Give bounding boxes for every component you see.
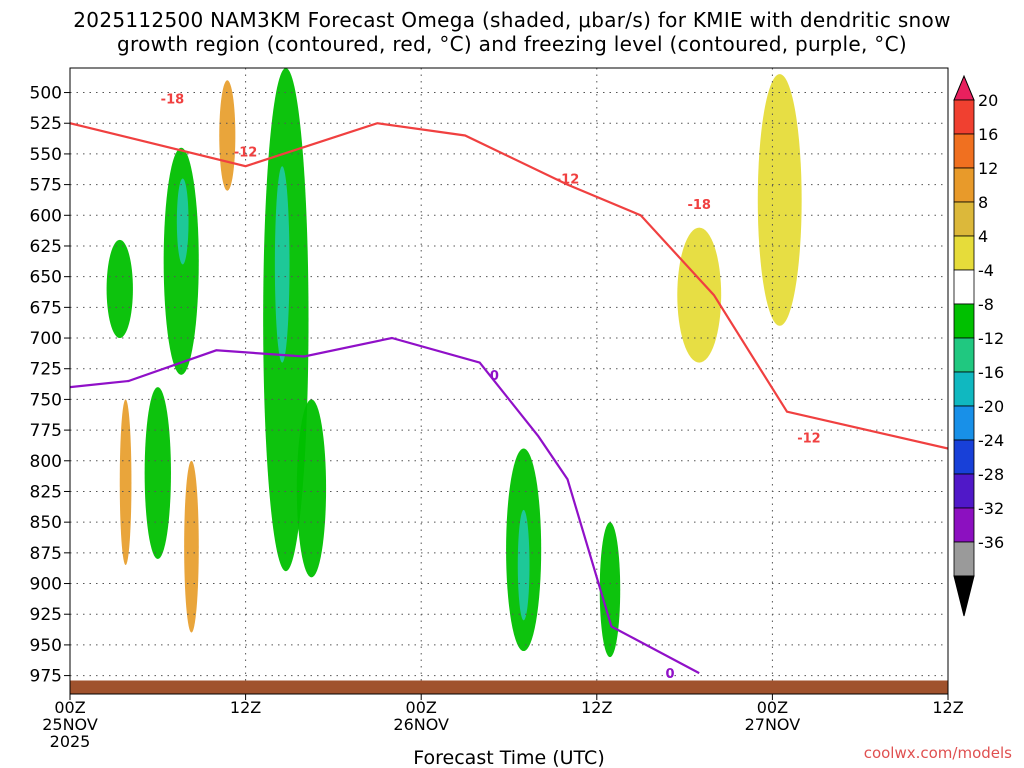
colorbar-swatch-13: [953, 507, 975, 543]
y-tick-label-650: 650: [30, 268, 62, 288]
y-tick-label-725: 725: [30, 360, 62, 380]
isotherm-label-red-1: -12: [234, 145, 258, 160]
y-tick-label-500: 500: [30, 84, 62, 104]
isotherm-label-purple-1: 0: [665, 667, 674, 682]
isotherm-label-red-2: -12: [556, 172, 580, 187]
chart-title-line1: 2025112500 NAM3KM Forecast Omega (shaded…: [73, 8, 951, 32]
colorbar-swatch-8: [953, 337, 975, 373]
omega-region-9: [599, 522, 621, 658]
y-tick-label-850: 850: [30, 513, 62, 533]
y-tick-label-550: 550: [30, 145, 62, 165]
isotherm-label-red-4: -12: [797, 431, 821, 446]
colorbar-label-11: -28: [978, 465, 1004, 484]
colorbar-label-12: -32: [978, 499, 1004, 518]
x-tick-label-48-1: 27NOV: [745, 715, 801, 734]
y-tick-label-975: 975: [30, 667, 62, 687]
colorbar-swatch-6: [953, 269, 975, 305]
colorbar-bottom-arrow: [953, 575, 975, 617]
omega-region-13: [757, 74, 802, 326]
omega-region-6: [296, 399, 327, 578]
y-tick-label-825: 825: [30, 482, 62, 502]
y-tick-label-750: 750: [30, 390, 62, 410]
terrain-surface: [70, 680, 948, 694]
omega-region-10: [219, 80, 236, 191]
colorbar-swatch-9: [953, 371, 975, 407]
y-tick-label-925: 925: [30, 605, 62, 625]
colorbar-label-10: -24: [978, 431, 1004, 450]
colorbar-swatch-11: [953, 439, 975, 475]
colorbar-swatch-1: [953, 99, 975, 135]
y-tick-label-775: 775: [30, 421, 62, 441]
colorbar-label-3: 8: [978, 193, 988, 212]
y-tick-label-700: 700: [30, 329, 62, 349]
omega-region-4: [106, 239, 133, 339]
y-tick-label-525: 525: [30, 114, 62, 134]
colorbar-swatch-3: [953, 167, 975, 203]
colorbar-label-0: 20: [978, 91, 998, 110]
credit-link[interactable]: coolwx.com/models: [863, 744, 1012, 762]
colorbar-label-5: -4: [978, 261, 994, 280]
colorbar-swatch-2: [953, 133, 975, 169]
colorbar-label-2: 12: [978, 159, 998, 178]
y-tick-label-675: 675: [30, 298, 62, 318]
omega-region-12: [184, 460, 199, 633]
colorbar-label-13: -36: [978, 533, 1004, 552]
isotherm-label-red-3: -18: [687, 198, 711, 213]
x-tick-label-48-0: 00Z: [757, 698, 788, 717]
omega-region-8: [517, 509, 530, 621]
colorbar-label-4: 4: [978, 227, 988, 246]
freezing-level-line: [70, 336, 700, 675]
y-tick-label-875: 875: [30, 544, 62, 564]
x-axis-title: Forecast Time (UTC): [413, 747, 604, 768]
colorbar-swatch-14: [953, 541, 975, 577]
omega-region-11: [119, 399, 132, 566]
colorbar-swatch-4: [953, 201, 975, 237]
x-tick-label-36-0: 12Z: [581, 698, 612, 717]
x-tick-label-0-0: 00Z: [54, 698, 85, 717]
omega-region-3: [274, 166, 290, 363]
omega-region-14: [677, 227, 722, 363]
colorbar-top-arrow: [953, 74, 975, 101]
colorbar-label-1: 16: [978, 125, 998, 144]
dendritic-contour-line: [70, 122, 948, 450]
y-tick-label-800: 800: [30, 452, 62, 472]
colorbar-label-8: -16: [978, 363, 1004, 382]
x-tick-label-24-0: 00Z: [406, 698, 437, 717]
x-tick-label-12-0: 12Z: [230, 698, 261, 717]
x-tick-label-0-1: 25NOV: [42, 715, 98, 734]
chart-title-line2: growth region (contoured, red, °C) and f…: [117, 32, 907, 56]
isotherm-label-purple-0: 0: [490, 369, 499, 384]
colorbar-label-9: -20: [978, 397, 1004, 416]
colorbar-swatch-7: [953, 303, 975, 339]
plot-frame: [69, 67, 949, 695]
y-tick-label-600: 600: [30, 206, 62, 226]
omega-region-5: [144, 387, 171, 559]
y-tick-label-575: 575: [30, 176, 62, 196]
colorbar-label-7: -12: [978, 329, 1004, 348]
y-tick-label-900: 900: [30, 575, 62, 595]
x-tick-label-0-2: 2025: [50, 732, 91, 751]
y-tick-label-950: 950: [30, 636, 62, 656]
x-tick-label-24-1: 26NOV: [393, 715, 449, 734]
omega-region-1: [176, 178, 189, 265]
y-tick-label-625: 625: [30, 237, 62, 257]
colorbar-swatch-10: [953, 405, 975, 441]
colorbar-swatch-5: [953, 235, 975, 271]
colorbar-swatch-12: [953, 473, 975, 509]
isotherm-label-red-0: -18: [161, 93, 185, 108]
x-tick-label-60-0: 12Z: [932, 698, 963, 717]
colorbar-label-6: -8: [978, 295, 994, 314]
